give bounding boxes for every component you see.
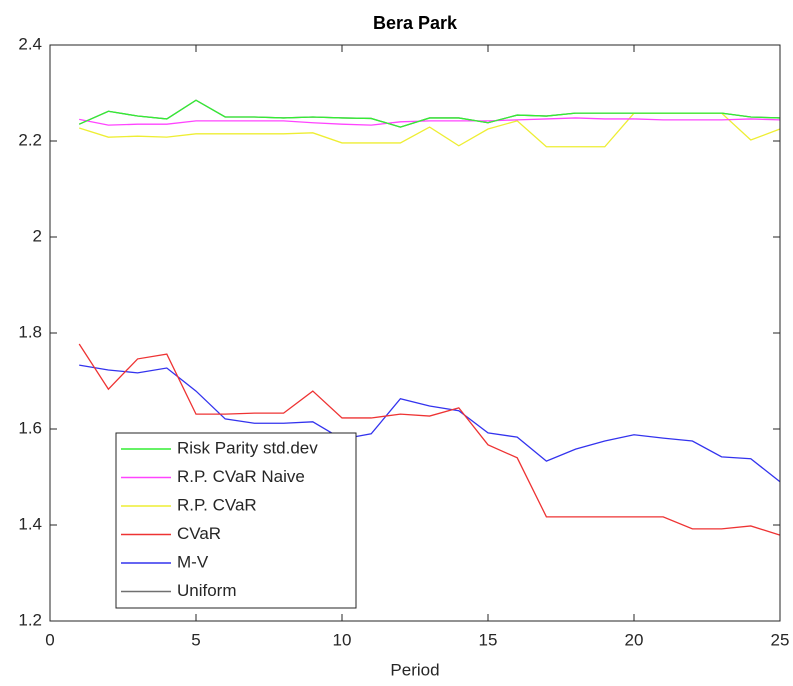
y-tick-label: 1.2 [18,610,42,629]
x-tick-label: 15 [479,630,498,649]
legend-box [115,432,357,609]
y-tick-label: 2 [33,226,42,245]
legend-label: CVaR [177,524,221,543]
legend-label: M-V [177,552,209,571]
y-tick-label: 1.4 [18,514,42,533]
y-tick-label: 2.2 [18,130,42,149]
x-axis-label: Period [390,660,439,679]
y-tick-label: 1.6 [18,418,42,437]
y-tick-label: 2.4 [18,34,42,53]
series-line [79,117,781,126]
y-tick-label: 1.8 [18,322,42,341]
legend-label: Risk Parity std.dev [177,438,318,457]
axes-box [49,44,781,622]
x-tick-label: 5 [191,630,200,649]
x-tick-label: 25 [771,630,790,649]
x-tick-label: 20 [625,630,644,649]
x-tick-label: 0 [45,630,54,649]
series-line [78,99,781,128]
legend-label: Uniform [177,581,237,600]
series-line [78,343,781,536]
chart-title: Bera Park [373,13,458,33]
legend-label: R.P. CVaR Naive [177,467,305,486]
series-line [79,364,781,483]
legend: Risk Parity std.dev R.P. CVaR Naive R.P. C… [115,432,357,609]
legend-label: R.P. CVaR [177,495,257,514]
x-tick-label: 10 [333,630,352,649]
